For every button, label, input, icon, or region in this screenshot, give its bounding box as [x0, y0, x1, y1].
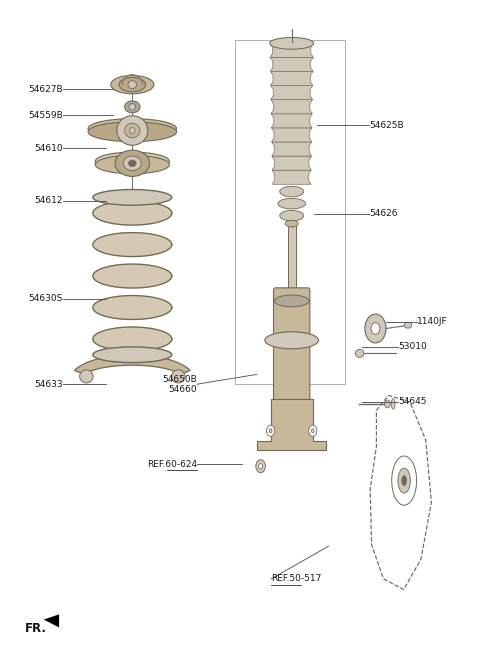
Ellipse shape	[95, 156, 169, 173]
Polygon shape	[270, 72, 313, 85]
Text: 54626: 54626	[369, 210, 398, 218]
Polygon shape	[93, 327, 172, 351]
Ellipse shape	[125, 124, 140, 138]
Text: 54650B
54660: 54650B 54660	[162, 374, 197, 394]
Ellipse shape	[398, 468, 410, 493]
Ellipse shape	[404, 323, 412, 328]
Polygon shape	[270, 57, 313, 72]
Ellipse shape	[402, 476, 407, 486]
Text: 1140JF: 1140JF	[417, 317, 448, 327]
Text: REF.50-517: REF.50-517	[271, 574, 322, 583]
Ellipse shape	[115, 150, 150, 176]
Ellipse shape	[128, 81, 137, 89]
Text: 54645: 54645	[398, 397, 426, 407]
Ellipse shape	[95, 152, 169, 171]
Bar	[235, 40, 345, 384]
Ellipse shape	[93, 189, 172, 205]
Bar	[288, 223, 296, 290]
Ellipse shape	[117, 116, 148, 145]
Polygon shape	[257, 399, 326, 450]
Ellipse shape	[259, 464, 263, 469]
Text: 54633: 54633	[34, 380, 63, 389]
Ellipse shape	[129, 160, 136, 167]
Polygon shape	[93, 296, 172, 319]
Polygon shape	[271, 100, 312, 114]
Ellipse shape	[392, 456, 417, 505]
Ellipse shape	[88, 122, 177, 142]
Text: REF.60-624: REF.60-624	[147, 460, 197, 468]
Polygon shape	[272, 170, 311, 184]
Ellipse shape	[130, 127, 135, 133]
Ellipse shape	[384, 400, 390, 408]
Text: 54625B: 54625B	[369, 121, 404, 130]
Ellipse shape	[355, 350, 364, 357]
Ellipse shape	[119, 78, 145, 92]
Ellipse shape	[391, 399, 395, 409]
Ellipse shape	[171, 370, 185, 383]
Ellipse shape	[278, 198, 305, 209]
Polygon shape	[44, 614, 59, 627]
Polygon shape	[93, 264, 172, 288]
Polygon shape	[271, 114, 312, 128]
Polygon shape	[93, 233, 172, 256]
Polygon shape	[270, 43, 313, 57]
Polygon shape	[272, 156, 312, 170]
Text: 54627B: 54627B	[28, 85, 63, 94]
Text: 54630S: 54630S	[28, 294, 63, 304]
Ellipse shape	[266, 425, 275, 436]
Ellipse shape	[129, 104, 136, 110]
Ellipse shape	[312, 429, 314, 433]
Polygon shape	[272, 142, 312, 156]
Ellipse shape	[80, 370, 93, 383]
Text: 54612: 54612	[35, 196, 63, 205]
Text: 54610: 54610	[34, 144, 63, 152]
Ellipse shape	[365, 314, 386, 343]
FancyBboxPatch shape	[274, 288, 310, 440]
Ellipse shape	[93, 347, 172, 363]
Text: 53010: 53010	[398, 342, 427, 351]
Ellipse shape	[280, 210, 304, 221]
Polygon shape	[271, 85, 312, 100]
Ellipse shape	[270, 37, 314, 49]
Ellipse shape	[111, 76, 154, 94]
Ellipse shape	[123, 156, 142, 171]
Ellipse shape	[280, 187, 304, 197]
Ellipse shape	[275, 295, 309, 307]
Ellipse shape	[88, 119, 177, 139]
Ellipse shape	[125, 101, 140, 113]
Ellipse shape	[269, 429, 272, 433]
Ellipse shape	[256, 460, 265, 473]
Text: FR.: FR.	[24, 622, 47, 635]
Polygon shape	[272, 128, 312, 142]
Ellipse shape	[285, 220, 298, 227]
Ellipse shape	[309, 425, 317, 436]
Polygon shape	[74, 355, 190, 374]
Ellipse shape	[371, 323, 380, 334]
Polygon shape	[93, 201, 172, 225]
Ellipse shape	[265, 332, 319, 349]
Text: 54559B: 54559B	[28, 111, 63, 120]
